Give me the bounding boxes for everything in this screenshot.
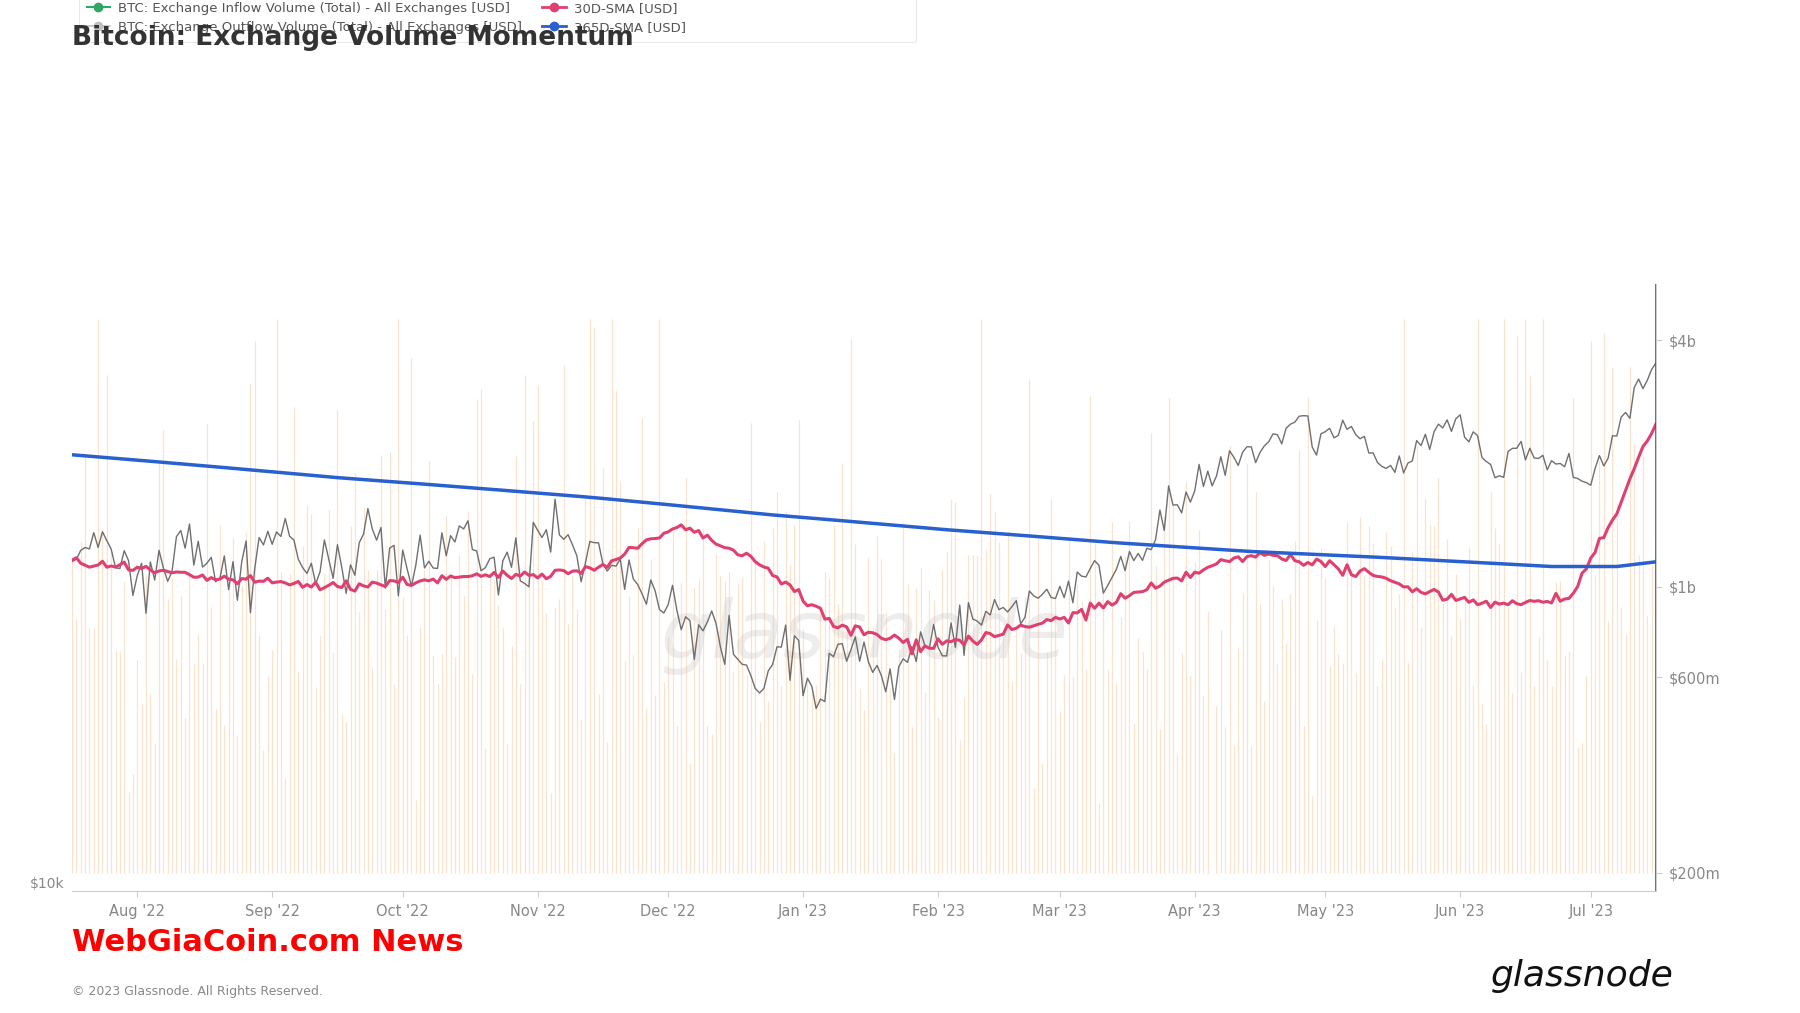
Text: Bitcoin: Exchange Volume Momentum: Bitcoin: Exchange Volume Momentum <box>72 25 634 52</box>
Text: $10k: $10k <box>29 877 65 891</box>
Text: glassnode: glassnode <box>661 598 1067 675</box>
Text: © 2023 Glassnode. All Rights Reserved.: © 2023 Glassnode. All Rights Reserved. <box>72 985 322 998</box>
Legend: BTC: Price [USD], BTC: Exchange Inflow Volume (Total) - All Exchanges [USD], BTC: BTC: Price [USD], BTC: Exchange Inflow V… <box>79 0 916 43</box>
Text: WebGiaCoin.com News: WebGiaCoin.com News <box>72 928 464 957</box>
Text: glassnode: glassnode <box>1490 958 1674 993</box>
